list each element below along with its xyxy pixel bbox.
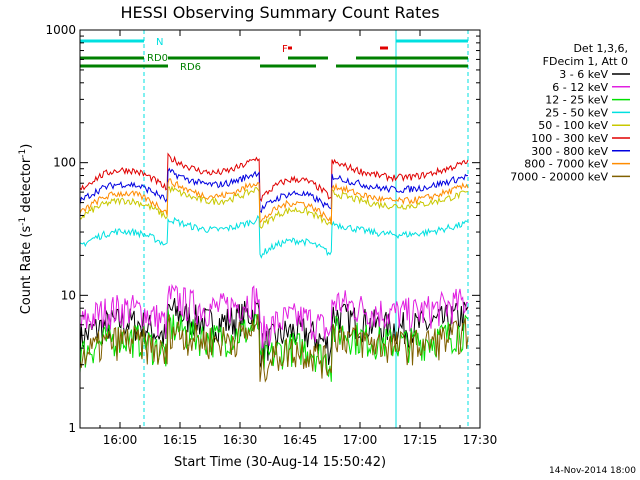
series-line: [79, 185, 469, 229]
series-line: [79, 214, 469, 259]
legend-entry-label: 7000 - 20000 keV: [510, 170, 608, 183]
y-tick-label: 100: [53, 156, 76, 170]
y-tick-label: 1000: [45, 23, 76, 37]
legend-entry-label: 25 - 50 keV: [545, 106, 608, 119]
x-axis-ticks: 16:00 16:15 16:30 16:45 17:00 17:15 17:30: [79, 30, 498, 447]
flag-label-f: F: [282, 44, 288, 55]
series-line: [79, 178, 469, 225]
footer-date: 14-Nov-2014 18:00: [549, 466, 636, 476]
x-axis-label: Start Time (30-Aug-14 15:50:42): [174, 455, 386, 470]
flag-label-rd0: RD0: [147, 53, 168, 64]
x-tick-label: 17:30: [463, 433, 498, 447]
legend-header: FDecim 1, Att 0: [543, 55, 628, 68]
x-tick-label: 16:00: [103, 433, 138, 447]
legend-header: Det 1,3,6,: [573, 42, 628, 55]
legend-entry-label: 100 - 300 keV: [531, 132, 608, 145]
y-axis-label: Count Rate (s-1 detector-1): [18, 144, 34, 315]
legend-entry-label: 12 - 25 keV: [545, 94, 608, 107]
legend-entry-label: 800 - 7000 keV: [524, 158, 608, 171]
legend-entry-label: 50 - 100 keV: [538, 119, 608, 132]
series-line: [79, 313, 469, 383]
x-tick-label: 16:30: [223, 433, 258, 447]
series-line: [79, 152, 469, 203]
legend-entry-label: 300 - 800 keV: [531, 145, 608, 158]
series-line: [79, 309, 469, 382]
plot-area: N F RD0 RD6: [79, 30, 469, 428]
flag-label-n: N: [156, 37, 163, 48]
series-line: [79, 167, 469, 214]
plot-frame: [79, 29, 481, 429]
legend-entry-label: 3 - 6 keV: [559, 68, 608, 81]
y-axis-ticks: 1 10 100 1000: [45, 23, 480, 435]
legend-entry-label: 6 - 12 keV: [552, 81, 608, 94]
x-tick-label: 17:00: [343, 433, 378, 447]
x-tick-label: 16:15: [163, 433, 198, 447]
flag-label-rd6: RD6: [180, 62, 201, 73]
y-tick-label: 1: [68, 421, 76, 435]
x-tick-label: 17:15: [403, 433, 438, 447]
chart-title: HESSI Observing Summary Count Rates: [120, 3, 439, 22]
series-line: [79, 283, 469, 352]
x-tick-label: 16:45: [283, 433, 318, 447]
y-tick-label: 10: [61, 288, 76, 302]
